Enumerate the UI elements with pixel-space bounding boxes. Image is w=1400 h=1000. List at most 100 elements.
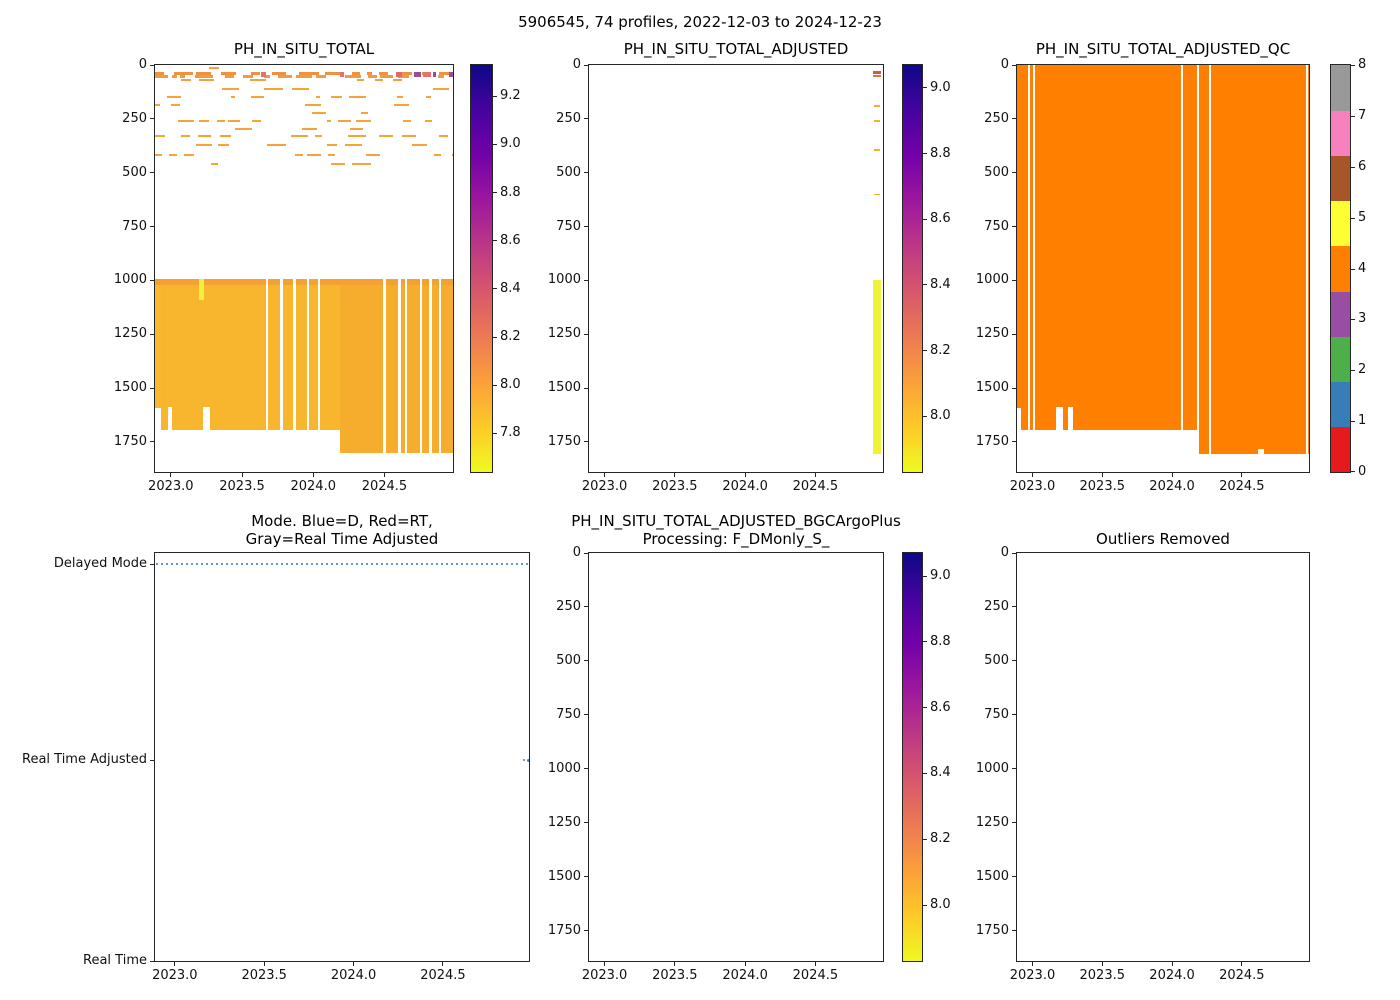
colorbar-tick-label: 8.6 xyxy=(930,211,951,227)
mode-dot xyxy=(176,563,179,566)
x-tick-label: 2024.0 xyxy=(1149,968,1195,983)
depth-tick-label: 1500 xyxy=(547,868,581,884)
y-tick-mark xyxy=(1012,660,1016,662)
x-tick-mark xyxy=(744,962,746,966)
y-tick-mark xyxy=(150,118,154,120)
y-tick-mark xyxy=(1012,606,1016,608)
colorbar-tick-label: 8 xyxy=(1358,57,1367,72)
heatmap-dash xyxy=(169,154,178,157)
colorbar-tick-mark xyxy=(493,384,497,386)
mode-dot xyxy=(206,563,209,566)
depth-tick-label: 1500 xyxy=(547,380,581,396)
heatmap-dash xyxy=(432,87,449,90)
heatmap-dash xyxy=(398,72,413,76)
mode-dot xyxy=(216,563,219,566)
colorbar-tick-mark xyxy=(923,350,927,352)
x-tick-label: 2024.0 xyxy=(722,968,768,983)
heatmap-rect xyxy=(203,406,210,430)
heatmap-dash xyxy=(277,74,293,78)
plot-area xyxy=(1017,65,1309,472)
mode-dot xyxy=(496,563,499,566)
heatmap-dash xyxy=(210,162,218,165)
heatmap-dash xyxy=(294,154,304,157)
heatmap-rect xyxy=(398,279,401,453)
mode-dot xyxy=(356,563,359,566)
y-tick-mark xyxy=(1012,822,1016,824)
heatmap-rect xyxy=(260,72,266,78)
mode-dot xyxy=(311,563,314,566)
x-tick-label: 2023.5 xyxy=(1079,968,1126,983)
y-tick-mark xyxy=(584,714,588,716)
mode-dot xyxy=(521,563,524,566)
heatmap-dash xyxy=(326,119,332,122)
y-tick-mark xyxy=(584,876,588,878)
x-tick-label: 2023.5 xyxy=(241,968,287,983)
subplot-title-mode-line2: Gray=Real Time Adjusted xyxy=(245,530,439,548)
y-tick-mark xyxy=(1012,441,1016,443)
depth-tick-label: 1000 xyxy=(547,760,581,776)
colorbar-tick-mark xyxy=(923,415,927,417)
heatmap-rect xyxy=(1181,65,1184,430)
heatmap-dash xyxy=(351,162,371,165)
mode-dot xyxy=(211,563,214,566)
depth-tick-label: 250 xyxy=(984,598,1009,614)
x-tick-label: 2023.5 xyxy=(1079,479,1126,494)
mode-dot xyxy=(406,563,409,566)
mode-dot xyxy=(331,563,334,566)
y-tick-mark xyxy=(584,822,588,824)
x-tick-mark xyxy=(1171,962,1173,966)
mode-dot xyxy=(421,563,424,566)
mode-dot xyxy=(321,563,324,566)
colorbar-tick-label: 5 xyxy=(1358,209,1367,225)
heatmap-rect xyxy=(429,279,432,453)
heatmap-dash xyxy=(155,104,161,107)
depth-tick-label: 1750 xyxy=(547,922,581,938)
colorbar-tick-label: 6 xyxy=(1358,158,1367,174)
heatmap-rect xyxy=(413,72,421,78)
colorbar-tick-mark xyxy=(493,143,497,145)
heatmap-dash xyxy=(451,154,453,157)
depth-tick-label: 0 xyxy=(572,57,581,72)
depth-tick-label: 1750 xyxy=(975,922,1009,938)
heatmap-dash xyxy=(397,74,409,78)
subplot-mode: 2023.0 2023.5 2024.0 2024.5 Delayed Mode Real… xyxy=(22,552,530,983)
y-tick-mark xyxy=(150,563,154,565)
heatmap-dash xyxy=(155,154,163,157)
colorbar-tick-mark xyxy=(1351,319,1355,321)
x-tick-label: 2023.0 xyxy=(581,968,628,983)
colorbar-tick-mark xyxy=(1351,217,1355,219)
colorbar-tick-mark xyxy=(493,336,497,338)
heatmap-dash xyxy=(360,111,368,114)
mode-dot xyxy=(341,563,344,566)
colorbar-gradient xyxy=(903,65,922,472)
heatmap-dash xyxy=(367,72,373,76)
mode-dot xyxy=(431,563,434,566)
y-tick-mark xyxy=(150,279,154,281)
mode-dot xyxy=(196,563,199,566)
mode-dot xyxy=(371,563,374,566)
heatmap-dash xyxy=(195,144,212,147)
colorbar-tick-label: 3 xyxy=(1358,311,1367,327)
heatmap-rect xyxy=(449,72,453,78)
y-tick-mark xyxy=(584,118,588,120)
mode-dot xyxy=(346,563,349,566)
y-tick-mark xyxy=(1012,714,1016,716)
heatmap-dash xyxy=(397,96,403,99)
mode-dot xyxy=(261,563,264,566)
depth-tick-label: 250 xyxy=(556,598,581,614)
x-tick-mark xyxy=(312,473,314,477)
mode-dot xyxy=(231,563,234,566)
colorbar-tick-mark xyxy=(493,432,497,434)
heatmap-rect xyxy=(383,279,386,453)
colorbar-segment xyxy=(1331,155,1350,202)
heatmap-rect xyxy=(1055,406,1064,430)
x-tick-label: 2024.5 xyxy=(1219,479,1265,494)
y-tick-mark xyxy=(584,64,588,66)
subplot-bgcargoplus: 2023.0 2023.5 2024.0 2024.5 0 250 500 750 1000 12… xyxy=(548,545,884,983)
mode-dot xyxy=(522,759,525,762)
heatmap-dash xyxy=(411,144,427,147)
colorbar-tick-mark xyxy=(1351,421,1355,423)
x-tick-label: 2024.5 xyxy=(420,968,466,983)
x-tick-mark xyxy=(674,473,676,477)
heatmap-dash xyxy=(348,96,366,99)
